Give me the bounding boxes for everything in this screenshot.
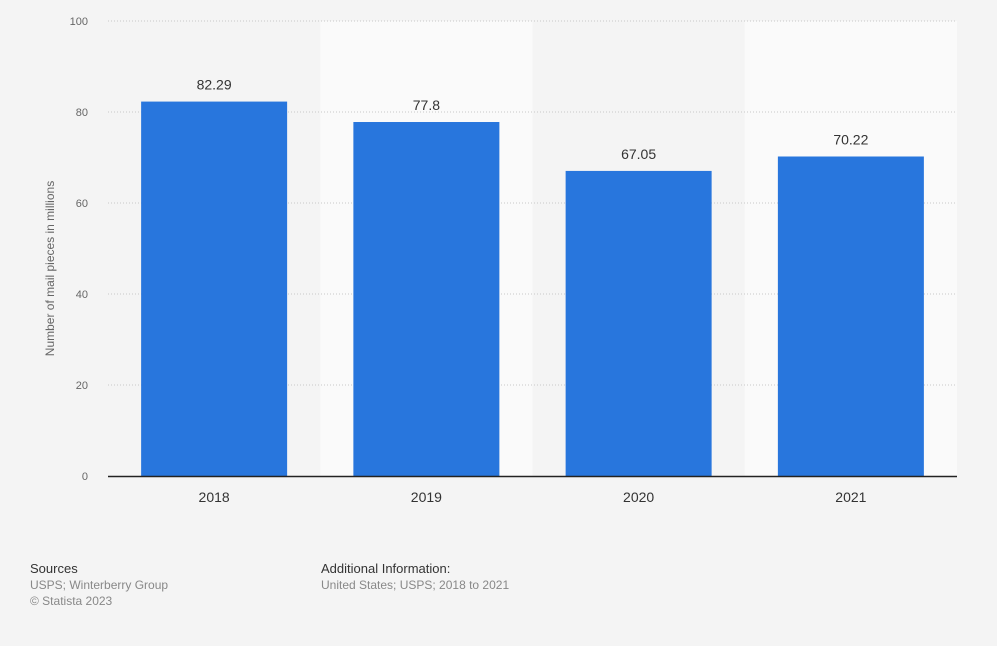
y-axis-title: Number of mail pieces in millions bbox=[43, 181, 57, 356]
sources-block: Sources USPS; Winterberry Group © Statis… bbox=[30, 561, 168, 609]
x-tick-2019: 2019 bbox=[411, 489, 442, 505]
bar-2021[interactable] bbox=[777, 156, 924, 476]
x-tick-2018: 2018 bbox=[199, 489, 230, 505]
copyright-text: © Statista 2023 bbox=[30, 594, 113, 608]
data-label-2018: 82.29 bbox=[197, 77, 232, 93]
y-tick-0: 0 bbox=[82, 471, 88, 483]
y-axis-ticks: 0 20 40 60 80 100 bbox=[70, 16, 88, 483]
data-label-2021: 70.22 bbox=[833, 131, 868, 147]
sources-text: USPS; Winterberry Group bbox=[30, 578, 169, 592]
data-label-2020: 67.05 bbox=[621, 146, 656, 162]
y-tick-100: 100 bbox=[70, 16, 88, 28]
bar-2020[interactable] bbox=[565, 170, 712, 477]
y-tick-60: 60 bbox=[76, 198, 88, 210]
x-tick-2020: 2020 bbox=[623, 489, 654, 505]
additional-info-heading: Additional Information: bbox=[321, 561, 451, 576]
additional-info-block: Additional Information: United States; U… bbox=[321, 561, 509, 593]
data-label-2019: 77.8 bbox=[413, 97, 440, 113]
x-axis-ticks: 2018 2019 2020 2021 bbox=[199, 489, 867, 505]
y-tick-20: 20 bbox=[76, 380, 88, 392]
bars bbox=[141, 101, 924, 477]
additional-info-text: United States; USPS; 2018 to 2021 bbox=[321, 578, 510, 592]
sources-heading: Sources bbox=[30, 561, 78, 576]
bar-2019[interactable] bbox=[353, 122, 500, 476]
x-tick-2021: 2021 bbox=[835, 489, 866, 505]
bar-2018[interactable] bbox=[141, 101, 288, 476]
data-labels: 82.29 77.8 67.05 70.22 bbox=[197, 77, 869, 162]
y-tick-80: 80 bbox=[76, 107, 88, 119]
y-tick-40: 40 bbox=[76, 289, 88, 301]
